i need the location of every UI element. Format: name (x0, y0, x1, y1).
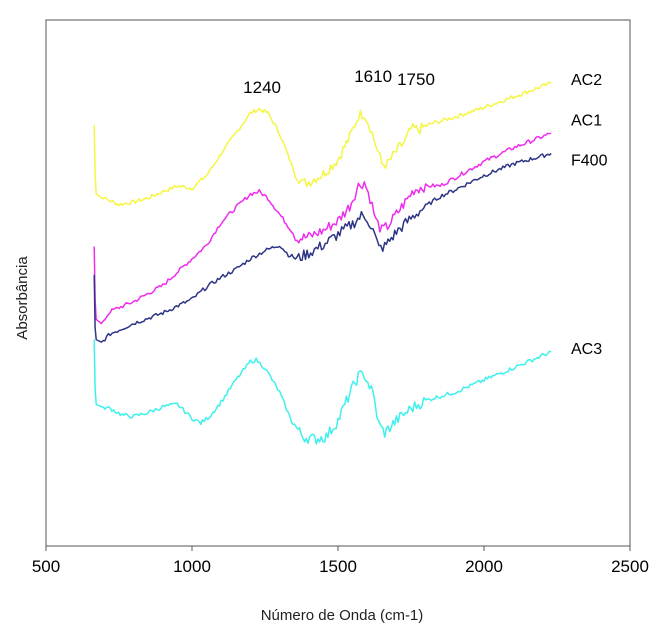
series-line-ac1 (93, 132, 552, 325)
series-label-ac1: AC1 (571, 112, 602, 129)
series-label-ac3: AC3 (571, 341, 602, 358)
series-line-ac3 (93, 339, 552, 445)
series-line-ac2 (93, 81, 552, 207)
peak-annotation: 1240 (243, 78, 281, 97)
label-layer: AC2 AC1 F400 AC3 1240 1610 1750 (243, 67, 607, 358)
x-axis-title: Número de Onda (cm-1) (261, 607, 424, 624)
x-tick-label: 2000 (465, 557, 503, 576)
y-axis-title: Absorbância (14, 256, 31, 340)
x-axis-ticks: 500 1000 1500 2000 2500 (32, 546, 649, 576)
series-layer (93, 81, 552, 445)
peak-annotation: 1750 (397, 70, 435, 89)
x-tick-label: 1500 (319, 557, 357, 576)
x-tick-label: 2500 (611, 557, 649, 576)
series-label-ac2: AC2 (571, 72, 602, 89)
x-tick-label: 1000 (173, 557, 211, 576)
series-label-f400: F400 (571, 153, 608, 170)
series-line-f400 (93, 152, 552, 343)
x-tick-label: 500 (32, 557, 60, 576)
plot-frame (45, 19, 631, 547)
peak-annotation: 1610 (354, 67, 392, 86)
